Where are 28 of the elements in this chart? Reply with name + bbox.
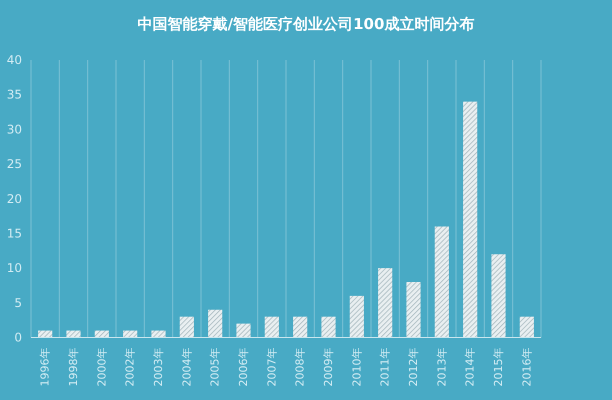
x-tick-label: 2002年 [124, 348, 137, 386]
y-tick-label: 30 [6, 122, 22, 136]
y-tick-label: 20 [6, 192, 22, 206]
x-tick-label: 2011年 [378, 348, 392, 386]
y-tick-label: 15 [6, 226, 22, 240]
y-tick-label: 40 [6, 53, 22, 67]
x-tick-label: 2010年 [350, 348, 364, 386]
y-tick-label: 35 [6, 88, 22, 102]
y-tick-label: 0 [14, 330, 22, 344]
title: 中国智能穿戴/智能医疗创业公司100成立时间分布 [138, 15, 474, 33]
x-tick-label: 2015年 [492, 348, 505, 386]
y-tick-label: 10 [6, 261, 22, 276]
x-tick-label: 2012年 [407, 348, 420, 386]
x-tick-label: 2007年 [265, 348, 278, 386]
x-tick-label: 2014年 [464, 348, 477, 386]
x-tick-label: 2009年 [322, 348, 335, 386]
x-tick-label: 2000年 [95, 348, 108, 386]
x-tick-label: 2004年 [180, 348, 194, 386]
x-tick-label: 1996年 [38, 348, 52, 386]
y-tick-label: 25 [6, 157, 22, 172]
y-tick-label: 5 [14, 296, 22, 310]
x-tick-label: 2003年 [152, 348, 165, 386]
x-tick-label: 2013年 [435, 348, 448, 386]
x-tick-label: 2016年 [520, 348, 534, 386]
x-tick-label: 2008年 [294, 348, 307, 386]
x-tick-label: 1998年 [67, 348, 80, 386]
x-tick-label: 2006年 [237, 348, 250, 386]
x-tick-label: 2005年 [208, 348, 222, 386]
